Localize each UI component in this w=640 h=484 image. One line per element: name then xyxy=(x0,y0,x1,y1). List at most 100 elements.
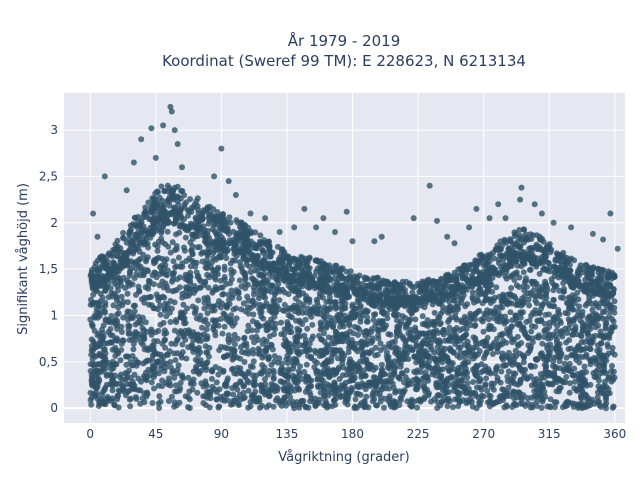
data-point xyxy=(119,329,125,335)
data-point xyxy=(251,278,257,284)
data-point xyxy=(268,342,274,348)
data-point xyxy=(517,364,523,370)
data-point xyxy=(327,299,333,305)
data-point xyxy=(186,293,192,299)
data-point xyxy=(572,379,578,385)
data-point xyxy=(121,260,127,266)
data-point xyxy=(224,242,230,248)
data-point xyxy=(291,278,297,284)
data-point xyxy=(108,326,114,332)
data-point xyxy=(459,271,465,277)
data-point xyxy=(289,305,295,311)
data-point xyxy=(222,264,228,270)
data-point xyxy=(282,278,288,284)
data-point xyxy=(534,246,540,252)
data-point xyxy=(126,368,132,374)
data-point xyxy=(526,246,532,252)
data-point xyxy=(558,253,564,259)
data-point xyxy=(88,368,94,374)
data-point xyxy=(200,215,206,221)
data-point xyxy=(456,345,462,351)
data-point xyxy=(272,291,278,297)
data-point xyxy=(586,298,592,304)
data-point xyxy=(97,401,103,407)
data-point xyxy=(206,274,212,280)
data-point xyxy=(155,338,161,344)
data-point xyxy=(267,303,273,309)
data-point xyxy=(183,235,189,241)
data-point xyxy=(309,308,315,314)
data-point xyxy=(440,298,446,304)
data-point xyxy=(463,360,469,366)
data-point xyxy=(88,390,94,396)
data-point xyxy=(210,250,216,256)
data-point xyxy=(326,387,332,393)
data-point xyxy=(606,351,612,357)
data-point xyxy=(521,240,527,246)
data-point xyxy=(453,304,459,310)
data-point xyxy=(500,338,506,344)
data-point xyxy=(451,329,457,335)
data-point xyxy=(119,294,125,300)
data-point xyxy=(408,330,414,336)
data-point xyxy=(242,373,248,379)
data-point xyxy=(130,346,136,352)
data-point xyxy=(528,279,534,285)
data-point xyxy=(515,243,521,249)
data-point xyxy=(320,378,326,384)
data-point xyxy=(515,334,521,340)
data-point xyxy=(287,314,293,320)
data-point xyxy=(278,320,284,326)
data-point xyxy=(505,331,511,337)
data-point xyxy=(358,384,364,390)
data-point xyxy=(347,328,353,334)
data-point xyxy=(394,334,400,340)
data-point xyxy=(515,302,521,308)
data-point xyxy=(314,360,320,366)
data-point xyxy=(166,219,172,225)
data-point xyxy=(421,384,427,390)
data-point xyxy=(150,352,156,358)
data-point xyxy=(464,301,470,307)
data-point xyxy=(573,357,579,363)
data-point xyxy=(507,238,513,244)
data-point xyxy=(583,381,589,387)
data-point xyxy=(294,347,300,353)
data-point xyxy=(109,340,115,346)
data-point xyxy=(233,233,239,239)
data-point xyxy=(275,385,281,391)
data-point xyxy=(530,339,536,345)
data-point xyxy=(136,314,142,320)
data-point xyxy=(292,288,298,294)
data-point xyxy=(398,397,404,403)
data-point xyxy=(350,302,356,308)
data-point xyxy=(434,405,440,411)
data-point xyxy=(215,405,221,411)
data-point xyxy=(518,315,524,321)
data-point xyxy=(459,300,465,306)
data-point xyxy=(498,369,504,375)
data-point xyxy=(242,285,248,291)
data-point xyxy=(206,235,212,241)
data-point xyxy=(127,403,133,409)
data-point xyxy=(314,297,320,303)
data-point xyxy=(209,376,215,382)
data-point xyxy=(598,341,604,347)
data-point xyxy=(318,320,324,326)
data-point xyxy=(90,292,96,298)
data-point xyxy=(181,245,187,251)
data-point xyxy=(144,295,150,301)
data-point xyxy=(166,398,172,404)
data-point xyxy=(106,319,112,325)
data-point xyxy=(283,356,289,362)
data-point xyxy=(472,371,478,377)
data-point xyxy=(462,342,468,348)
data-point xyxy=(262,266,268,272)
data-point xyxy=(238,344,244,350)
data-point xyxy=(321,314,327,320)
data-point xyxy=(251,288,257,294)
data-point xyxy=(89,347,95,353)
data-point xyxy=(249,335,255,341)
data-point xyxy=(380,304,386,310)
